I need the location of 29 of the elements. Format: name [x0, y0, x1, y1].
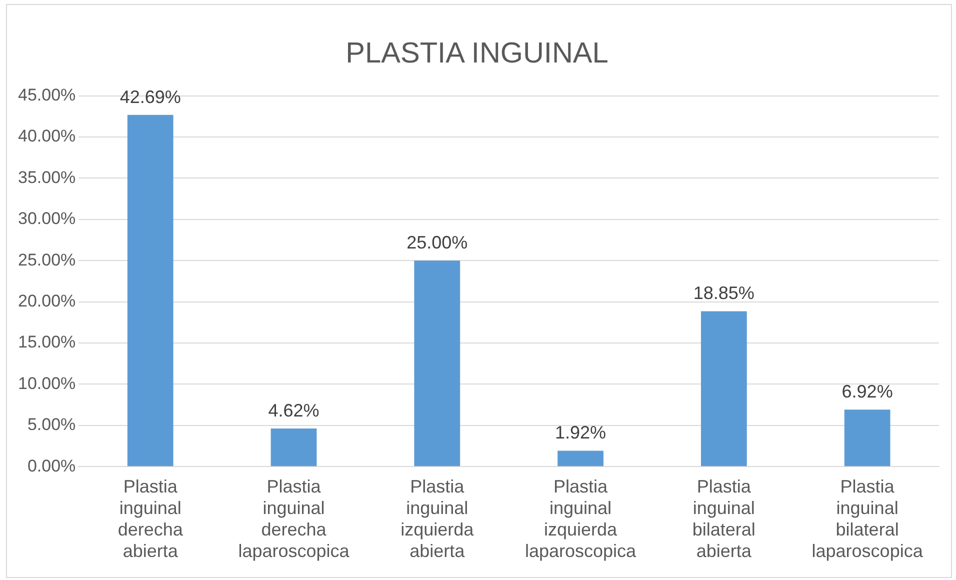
y-tick-label: 5.00%: [27, 415, 76, 434]
bar: [558, 450, 604, 466]
data-label: 1.92%: [555, 422, 606, 443]
data-label: 18.85%: [693, 283, 754, 304]
y-tick-label: 40.00%: [18, 126, 76, 146]
chart-title: PLASTIA INGUINAL: [346, 37, 608, 70]
y-tick-label: 25.00%: [18, 250, 76, 270]
x-tick-label: Plastia inguinal derecha abierta: [118, 476, 184, 562]
x-tick-label: Plastia inguinal bilateral laparoscopica: [812, 476, 924, 562]
bar: [270, 428, 317, 466]
x-tick-label: Plastia inguinal izquierda laparoscopica: [524, 476, 638, 562]
y-tick-label: 10.00%: [18, 374, 76, 393]
y-tick-label: 0.00%: [27, 456, 76, 476]
x-tick-label: Plastia inguinal bilateral abierta: [692, 476, 756, 562]
data-label: 4.62%: [268, 400, 320, 420]
y-tick-label: 30.00%: [18, 209, 76, 228]
bar: [127, 114, 174, 466]
y-tick-label: 35.00%: [18, 168, 76, 187]
x-tick-label: Plastia inguinal derecha laparoscopica: [238, 476, 350, 562]
data-label: 6.92%: [842, 382, 893, 402]
x-tick-label: Plastia inguinal izquierda abierta: [400, 476, 475, 562]
data-label: 42.69%: [120, 86, 181, 107]
bar: [844, 410, 890, 466]
data-label: 25.00%: [406, 232, 468, 253]
bar: [414, 260, 460, 466]
y-tick-label: 45.00%: [18, 85, 76, 104]
y-tick-label: 20.00%: [18, 291, 76, 310]
bar: [700, 311, 747, 466]
y-tick-label: 15.00%: [18, 332, 76, 352]
